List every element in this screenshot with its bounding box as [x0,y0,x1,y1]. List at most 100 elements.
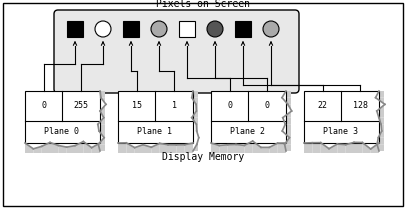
Polygon shape [192,144,198,151]
Polygon shape [353,142,361,153]
Polygon shape [260,147,269,153]
Polygon shape [281,131,290,138]
Text: 15: 15 [132,102,141,111]
Bar [25,91,100,143]
Polygon shape [375,98,384,104]
Polygon shape [282,111,291,118]
Polygon shape [25,143,33,153]
Text: Plane 3: Plane 3 [323,127,358,136]
Polygon shape [376,104,384,111]
Polygon shape [196,138,198,144]
Polygon shape [159,143,168,153]
Polygon shape [191,91,198,98]
Text: Display Memory: Display Memory [162,152,243,162]
Text: 22: 22 [317,102,327,111]
Text: 255: 255 [74,102,89,111]
Polygon shape [361,143,370,153]
Polygon shape [66,146,75,153]
Text: Plane 0: Plane 0 [45,127,79,136]
Text: Plane 1: Plane 1 [137,127,172,136]
Polygon shape [380,124,383,131]
Polygon shape [98,118,105,124]
Circle shape [207,21,222,37]
Polygon shape [281,98,290,104]
Polygon shape [42,143,50,153]
Polygon shape [98,124,105,131]
Polygon shape [58,145,66,153]
Polygon shape [50,143,58,153]
Polygon shape [375,91,383,98]
Polygon shape [83,141,92,153]
Polygon shape [100,98,106,104]
Polygon shape [126,143,134,153]
Polygon shape [211,143,219,153]
Polygon shape [33,146,42,153]
Polygon shape [376,144,383,151]
Polygon shape [75,141,83,153]
Text: Pixels on Screen: Pixels on Screen [156,0,249,9]
Polygon shape [196,131,198,138]
Polygon shape [191,111,198,118]
Text: 128: 128 [352,102,367,111]
Text: Plane 2: Plane 2 [230,127,265,136]
Polygon shape [252,141,260,153]
Polygon shape [98,138,105,144]
Polygon shape [378,118,383,124]
Polygon shape [143,145,151,153]
Circle shape [262,21,278,37]
Text: 0: 0 [264,102,269,111]
Polygon shape [244,141,252,153]
FancyBboxPatch shape [67,21,83,37]
Polygon shape [196,124,198,131]
Text: 1: 1 [171,102,176,111]
Circle shape [95,21,111,37]
Polygon shape [191,98,198,104]
Polygon shape [284,138,290,144]
Polygon shape [100,111,105,118]
FancyBboxPatch shape [123,21,139,37]
Polygon shape [281,91,290,98]
FancyBboxPatch shape [54,10,298,93]
Polygon shape [99,131,105,138]
Polygon shape [92,143,100,153]
Polygon shape [176,145,184,153]
Polygon shape [134,145,143,153]
Polygon shape [370,143,378,153]
Text: 0: 0 [227,102,232,111]
Polygon shape [118,143,126,153]
Polygon shape [219,145,227,153]
Polygon shape [281,124,290,131]
Polygon shape [184,143,192,153]
Polygon shape [269,143,277,153]
Circle shape [151,21,166,37]
Bar [303,91,378,143]
Polygon shape [282,118,290,124]
Polygon shape [277,143,285,153]
Polygon shape [235,144,244,153]
Polygon shape [196,104,198,111]
Polygon shape [151,143,159,153]
Polygon shape [376,111,383,118]
Polygon shape [377,131,383,138]
Polygon shape [168,145,176,153]
Polygon shape [303,143,311,153]
Polygon shape [100,104,106,111]
FancyBboxPatch shape [3,3,402,206]
Polygon shape [98,144,105,151]
Polygon shape [100,91,105,98]
FancyBboxPatch shape [179,21,194,37]
FancyBboxPatch shape [234,21,250,37]
Bar [211,91,285,143]
Bar [118,91,192,143]
Polygon shape [287,104,291,111]
Polygon shape [337,144,345,153]
Polygon shape [311,143,320,153]
Polygon shape [284,144,290,151]
Polygon shape [227,144,235,153]
Polygon shape [191,118,198,124]
Polygon shape [320,143,328,153]
Polygon shape [345,142,353,153]
Text: 0: 0 [41,102,46,111]
Polygon shape [376,138,383,144]
Polygon shape [328,144,337,153]
